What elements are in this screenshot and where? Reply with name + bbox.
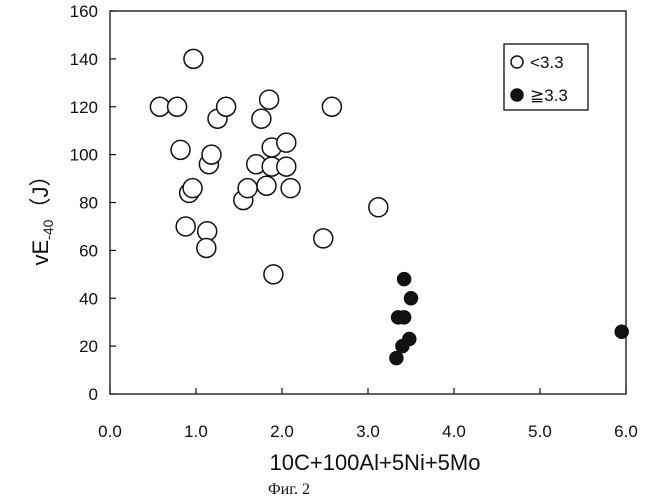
x-tick-label: 1.0 (184, 422, 208, 441)
legend-label-below-value: 3.3 (540, 53, 564, 72)
y-axis-label: vE-40（J） (28, 165, 56, 266)
y-tick-label: 40 (79, 289, 98, 308)
x-tick-label: 2.0 (270, 422, 294, 441)
legend-label-above: ≧3.3 (530, 86, 568, 105)
data-point-open (150, 97, 169, 116)
y-tick-label: 100 (70, 146, 98, 165)
y-axis-label-main: vE (28, 240, 53, 266)
data-point-open (171, 140, 190, 159)
data-point-open (264, 265, 283, 284)
y-tick-label: 60 (79, 241, 98, 260)
data-point-open (260, 90, 279, 109)
legend-label-above-prefix: ≧ (530, 86, 544, 105)
data-point-filled (405, 292, 418, 305)
x-tick-label: 0.0 (98, 422, 122, 441)
legend-label-below-prefix: < (530, 53, 540, 72)
y-axis-label-sub: -40 (40, 219, 56, 239)
figure-caption: Фиг. 2 (268, 481, 310, 498)
x-tick-label: 4.0 (442, 422, 466, 441)
y-tick-label: 120 (70, 98, 98, 117)
data-point-open (281, 179, 300, 198)
data-point-open (369, 198, 388, 217)
data-point-open (176, 217, 195, 236)
data-point-open (168, 97, 187, 116)
data-point-filled (398, 311, 411, 324)
data-point-open (252, 109, 271, 128)
data-point-open (217, 97, 236, 116)
x-tick-label: 6.0 (614, 422, 638, 441)
x-tick-label: 3.0 (356, 422, 380, 441)
data-point-open (238, 179, 257, 198)
y-tick-label: 80 (79, 194, 98, 213)
legend-label-above-value: 3.3 (544, 86, 568, 105)
y-tick-label: 140 (70, 50, 98, 69)
y-ticks: 0 20 40 60 80 100 120 140 160 (70, 2, 116, 404)
y-tick-label: 0 (89, 385, 98, 404)
x-axis-label: 10C+100Al+5Ni+5Mo (270, 450, 481, 475)
data-point-open (184, 49, 203, 68)
data-point-open (314, 229, 333, 248)
data-point-open (257, 176, 276, 195)
data-point-open (322, 97, 341, 116)
data-point-filled (398, 273, 411, 286)
data-point-open (277, 157, 296, 176)
data-point-open (183, 179, 202, 198)
x-tick-label: 5.0 (528, 422, 552, 441)
legend-label-below: <3.3 (530, 53, 564, 72)
x-ticks: 0.0 1.0 2.0 3.0 4.0 5.0 6.0 (98, 388, 638, 441)
legend-symbol-filled-circle (511, 89, 523, 101)
legend-symbol-open-circle (511, 56, 523, 68)
data-point-filled (403, 332, 416, 345)
data-point-filled (615, 325, 628, 338)
y-tick-label: 160 (70, 2, 98, 21)
data-point-open (202, 145, 221, 164)
data-point-open (277, 133, 296, 152)
data-point-filled (390, 352, 403, 365)
legend: <3.3 ≧3.3 (504, 44, 588, 110)
data-point-open (197, 238, 216, 257)
y-tick-label: 20 (79, 337, 98, 356)
y-axis-label-unit: （J） (28, 165, 53, 220)
